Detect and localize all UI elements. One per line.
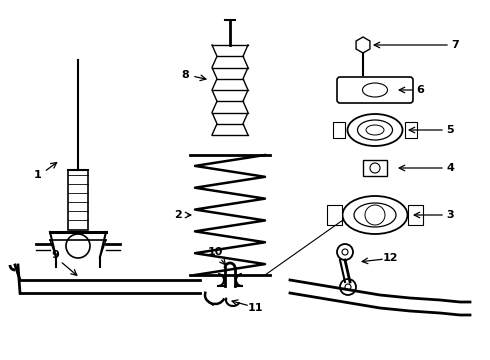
- Ellipse shape: [366, 125, 384, 135]
- Text: 2: 2: [174, 210, 182, 220]
- Ellipse shape: [363, 83, 388, 97]
- Text: 5: 5: [446, 125, 454, 135]
- Bar: [68, 170, 88, 230]
- Ellipse shape: [347, 114, 402, 146]
- Bar: [327, 205, 342, 225]
- Text: 3: 3: [446, 210, 454, 220]
- Text: 7: 7: [451, 40, 459, 50]
- Text: 9: 9: [51, 250, 59, 260]
- FancyBboxPatch shape: [337, 77, 413, 103]
- Ellipse shape: [354, 203, 396, 227]
- Text: 6: 6: [416, 85, 424, 95]
- Bar: [363, 160, 387, 176]
- Bar: [405, 122, 417, 138]
- Bar: [408, 205, 423, 225]
- Text: 4: 4: [446, 163, 454, 173]
- Text: 10: 10: [207, 247, 222, 257]
- Text: 8: 8: [181, 70, 189, 80]
- Ellipse shape: [343, 196, 408, 234]
- Ellipse shape: [358, 120, 392, 140]
- Text: 12: 12: [382, 253, 398, 263]
- Text: 11: 11: [247, 303, 263, 313]
- Text: 1: 1: [34, 170, 42, 180]
- Bar: [333, 122, 345, 138]
